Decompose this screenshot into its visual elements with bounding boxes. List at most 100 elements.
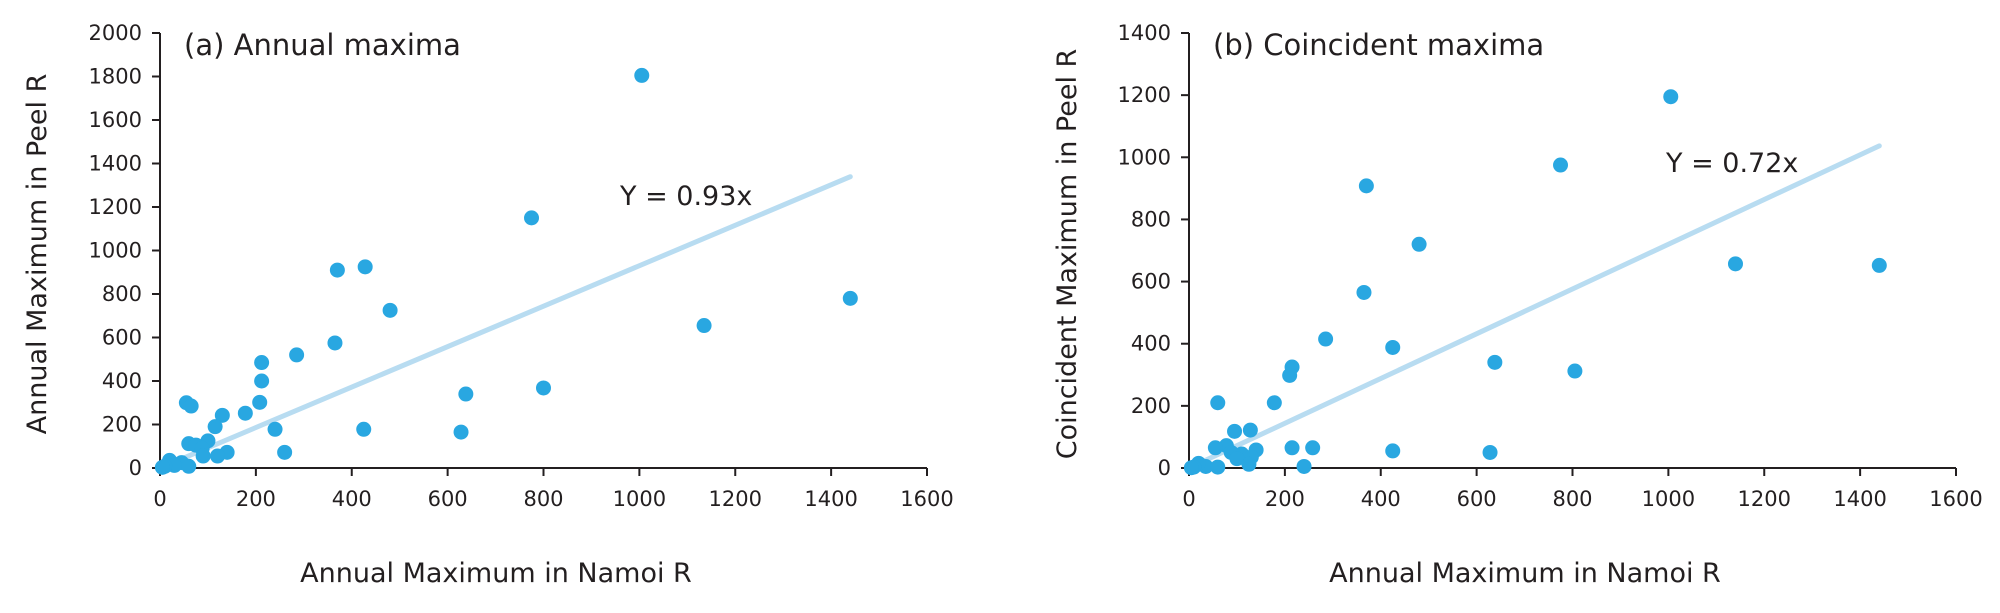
data-point	[1207, 440, 1223, 456]
y-tick-label: 1400	[89, 152, 142, 176]
data-point	[195, 448, 211, 464]
x-tick-label: 1600	[1929, 487, 1982, 511]
y-tick-label: 1200	[89, 195, 142, 219]
data-point	[1663, 89, 1679, 105]
data-point	[842, 290, 858, 306]
regression-line	[1186, 143, 1882, 471]
x-tick-label: 200	[1265, 487, 1305, 511]
data-point	[1183, 460, 1199, 476]
data-point	[356, 421, 372, 437]
data-point	[1210, 395, 1226, 411]
y-tick-label: 1800	[89, 65, 142, 89]
regression-line	[157, 174, 853, 471]
panel-title: (b) Coincident maxima	[1213, 28, 1544, 62]
data-point	[458, 386, 474, 402]
data-point	[1242, 422, 1258, 438]
data-point	[252, 394, 268, 410]
y-tick-label: 800	[1131, 207, 1171, 231]
data-point	[1296, 458, 1312, 474]
y-tick-label: 1600	[89, 108, 142, 132]
data-point	[1284, 440, 1300, 456]
data-point	[329, 262, 345, 278]
data-point	[237, 405, 253, 421]
x-tick-label: 0	[153, 487, 166, 511]
x-tick-label: 400	[1361, 487, 1401, 511]
data-point	[1282, 367, 1298, 383]
chart-panel-coincident-maxima: (b) Coincident maxima Annual Maximum in …	[1052, 21, 1983, 589]
data-point	[1241, 456, 1257, 472]
y-tick-label: 600	[1131, 270, 1171, 294]
data-point	[1227, 423, 1243, 439]
y-tick-label: 0	[1158, 456, 1171, 480]
data-point	[1318, 331, 1334, 347]
regression-equation-label: Y = 0.72x	[1665, 148, 1798, 179]
x-tick-label: 0	[1182, 487, 1195, 511]
y-tick-label: 600	[102, 326, 142, 350]
x-tick-label: 1000	[1642, 487, 1695, 511]
x-tick-label: 600	[1457, 487, 1497, 511]
regression-equation-label: Y = 0.93x	[619, 181, 752, 212]
data-point	[1553, 157, 1569, 173]
x-tick-label: 1400	[804, 487, 857, 511]
y-tick-label: 1200	[1118, 83, 1171, 107]
y-tick-label: 200	[1131, 394, 1171, 418]
data-point	[1358, 178, 1374, 194]
x-tick-label: 800	[523, 487, 563, 511]
data-point	[289, 347, 305, 363]
data-point	[214, 407, 230, 423]
panel-title: (a) Annual maxima	[184, 28, 461, 62]
data-point	[382, 302, 398, 318]
x-axis-title: Annual Maximum in Namoi R	[1329, 558, 1721, 589]
data-point	[1210, 459, 1226, 475]
data-point	[1385, 443, 1401, 459]
data-point	[1567, 363, 1583, 379]
x-tick-label: 1200	[709, 487, 762, 511]
x-tick-label: 1600	[900, 487, 953, 511]
data-point	[254, 355, 270, 371]
x-tick-label: 1400	[1833, 487, 1886, 511]
data-point	[254, 373, 270, 389]
data-point	[1482, 444, 1498, 460]
data-point	[357, 259, 373, 275]
y-tick-label: 200	[102, 413, 142, 437]
x-axis-title: Annual Maximum in Namoi R	[300, 558, 692, 589]
x-tick-label: 800	[1552, 487, 1592, 511]
y-tick-label: 800	[102, 282, 142, 306]
data-point	[210, 448, 226, 464]
data-point	[267, 421, 283, 437]
data-point	[1871, 257, 1887, 273]
y-tick-label: 0	[129, 456, 142, 480]
data-point	[453, 424, 469, 440]
y-tick-label: 400	[1131, 332, 1171, 356]
x-tick-label: 200	[236, 487, 276, 511]
data-point	[1356, 284, 1372, 300]
y-axis-title: Coincident Maximum in Peel R	[1052, 49, 1083, 460]
x-tick-label: 600	[428, 487, 468, 511]
y-axis-title: Annual Maximum in Peel R	[22, 74, 53, 435]
data-point	[1411, 236, 1427, 252]
data-point	[181, 458, 197, 474]
data-point	[536, 380, 551, 396]
y-tick-label: 400	[102, 369, 142, 393]
data-point	[1229, 451, 1245, 467]
chart-panel-annual-maxima: (a) Annual maxima Annual Maximum in Namo…	[22, 21, 954, 589]
y-tick-label: 2000	[89, 21, 142, 45]
y-tick-label: 1000	[1118, 145, 1171, 169]
data-point	[524, 210, 540, 226]
data-point	[183, 398, 199, 414]
data-point	[1266, 395, 1282, 411]
data-point	[1385, 339, 1401, 355]
x-tick-label: 1000	[613, 487, 666, 511]
data-point	[154, 459, 170, 475]
data-point	[207, 419, 223, 435]
data-point	[327, 335, 343, 351]
y-tick-label: 1400	[1118, 21, 1171, 45]
data-point	[277, 444, 293, 460]
data-point	[634, 67, 650, 83]
data-point	[1305, 440, 1321, 456]
x-tick-label: 1200	[1738, 487, 1791, 511]
data-point	[1727, 256, 1743, 272]
x-tick-label: 400	[332, 487, 372, 511]
data-point	[1487, 354, 1503, 370]
